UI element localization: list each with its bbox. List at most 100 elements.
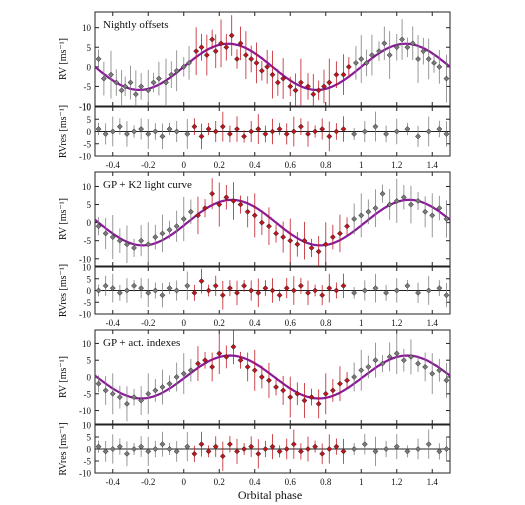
x-tick-label: 1.4 (427, 477, 439, 487)
data-point (258, 374, 265, 380)
data-point (234, 56, 240, 62)
data-point (415, 56, 422, 62)
data-point (131, 244, 138, 251)
data-point (131, 128, 138, 135)
data-point (212, 128, 219, 135)
data-point (305, 83, 311, 90)
rv-subplot: 10 5 0 -5 -10 RV [ms⁻¹] (58, 171, 451, 267)
data-point (276, 448, 283, 455)
data-point (131, 282, 138, 289)
data-point (248, 56, 255, 62)
data-point (386, 353, 393, 360)
data-point (95, 380, 102, 387)
y-tick-label: 5 (87, 200, 92, 210)
data-point (352, 59, 359, 66)
data-point (310, 91, 317, 98)
data-point (219, 292, 226, 299)
data-point (319, 292, 326, 299)
y-tick-label: 0 (87, 445, 92, 455)
data-point (393, 443, 400, 450)
data-point (234, 126, 240, 133)
x-tick-label: 0.6 (285, 318, 297, 328)
data-point (358, 367, 365, 374)
data-point (393, 350, 400, 357)
panel-title: GP + act. indexes (103, 337, 180, 349)
x-tick-label: 0.2 (214, 160, 225, 170)
data-point (186, 59, 193, 66)
data-point (145, 130, 152, 137)
data-point (109, 128, 116, 135)
data-point (351, 130, 358, 137)
data-point (345, 63, 352, 70)
data-point (264, 63, 271, 70)
data-point (407, 353, 414, 360)
data-point (415, 360, 422, 367)
data-point (138, 443, 145, 450)
data-point (191, 289, 198, 296)
y-tick-label: 5 (87, 433, 92, 443)
data-point (363, 59, 370, 66)
data-point (340, 71, 347, 78)
data-point (351, 374, 358, 380)
data-point (361, 441, 368, 448)
data-point (443, 75, 450, 82)
data-point (376, 48, 382, 55)
data-point (138, 397, 145, 404)
data-point (443, 377, 450, 384)
data-point (404, 448, 411, 455)
data-point (312, 128, 319, 135)
data-point (253, 59, 260, 66)
data-point (202, 357, 209, 364)
y-tick-label: -10 (79, 469, 91, 479)
data-point (415, 289, 422, 296)
keplerian-model-curve (94, 354, 451, 400)
x-tick-label: 0.6 (285, 160, 297, 170)
data-point (198, 278, 205, 285)
data-point (223, 44, 230, 51)
data-point (407, 201, 414, 208)
data-point (173, 223, 180, 230)
data-point (312, 443, 319, 450)
data-point (436, 285, 443, 292)
data-point (265, 223, 272, 230)
data-point (283, 446, 290, 452)
data-point (326, 79, 333, 86)
data-point (393, 44, 400, 51)
data-point (187, 367, 194, 374)
data-point (383, 446, 390, 452)
data-point (361, 287, 368, 294)
data-point (283, 285, 290, 292)
data-point (198, 441, 205, 448)
data-point (241, 446, 248, 452)
data-point (329, 387, 336, 394)
data-point (273, 230, 280, 237)
data-point (234, 289, 240, 296)
data-point (436, 63, 443, 70)
data-point (198, 133, 205, 140)
data-point (237, 357, 244, 364)
data-point (166, 446, 173, 452)
data-point (280, 75, 287, 82)
data-point (283, 130, 290, 137)
data-point (262, 446, 269, 452)
x-tick-label: 0.8 (320, 160, 332, 170)
x-tick-label: 1 (359, 477, 364, 487)
data-point (280, 387, 287, 394)
data-point (132, 91, 139, 98)
data-point (368, 52, 375, 59)
data-point (301, 237, 308, 244)
y-tick-label: 10 (82, 339, 92, 349)
data-point (404, 282, 411, 289)
data-point (234, 448, 240, 455)
data-point (322, 241, 329, 248)
data-point (425, 128, 432, 135)
data-point (145, 241, 152, 248)
data-point (297, 282, 304, 289)
data-point (173, 287, 180, 294)
res-y-axis-label: RVres [ms⁻¹] (58, 264, 69, 317)
y-tick-label: 0 (87, 127, 92, 137)
data-point (184, 282, 191, 289)
data-point (95, 287, 102, 294)
data-point (237, 40, 244, 47)
